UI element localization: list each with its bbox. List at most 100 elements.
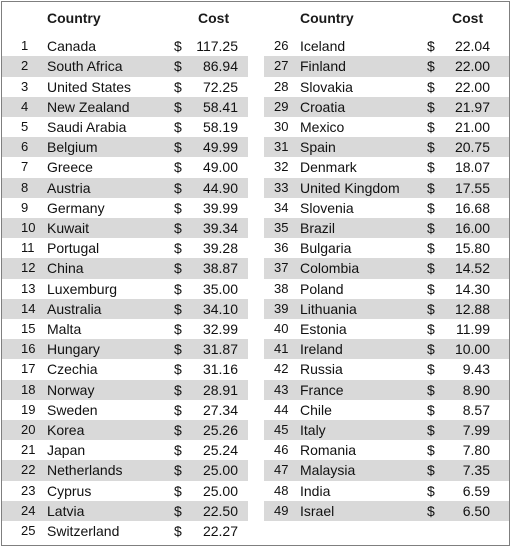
header-cost-left: Cost	[198, 10, 230, 26]
row-cost: 39.28	[202, 240, 238, 257]
row-currency: $	[427, 280, 435, 297]
row-rank: 37	[274, 260, 289, 276]
row-band-left	[2, 56, 248, 77]
row-band-left	[2, 379, 248, 400]
table-row: 15 Malta $32.99 40 Estonia $11.99	[2, 319, 509, 339]
row-country: Germany	[47, 199, 105, 216]
row-country: Netherlands	[47, 462, 123, 479]
row-cost: 22.00	[454, 58, 490, 75]
row-cost: 14.30	[454, 280, 490, 297]
row-rank: 24	[21, 502, 36, 518]
row-cost: 38.87	[202, 260, 238, 277]
table-row: 23 Cyprus $25.00 48 India $6.59	[2, 481, 509, 501]
row-country: Israel	[300, 502, 335, 519]
row-currency: $	[174, 280, 182, 297]
row-rank: 2	[21, 58, 29, 74]
row-country: France	[300, 381, 344, 398]
row-cost: 49.00	[202, 159, 238, 176]
row-rank: 45	[274, 422, 289, 437]
row-rank: 1	[21, 38, 29, 54]
row-rank: 49	[274, 502, 289, 518]
row-currency: $	[174, 523, 182, 539]
row-currency: $	[427, 381, 435, 398]
row-band-right	[264, 298, 509, 319]
row-currency: $	[174, 139, 182, 156]
row-cost: 8.90	[462, 381, 490, 398]
row-currency: $	[174, 361, 182, 378]
row-country: United States	[47, 78, 132, 95]
row-currency: $	[174, 179, 182, 196]
row-rank: 6	[21, 139, 29, 155]
row-cost: 20.75	[454, 139, 490, 156]
row-cost: 10.00	[454, 341, 490, 358]
row-rank: 47	[274, 462, 289, 478]
row-band-right	[264, 56, 509, 77]
row-rank: 5	[21, 119, 29, 134]
row-currency: $	[427, 321, 435, 337]
row-country: Ireland	[300, 341, 343, 358]
table-row: 19 Sweden $27.34 44 Chile $8.57	[2, 400, 509, 420]
row-cost: 39.34	[202, 220, 238, 236]
table-row: 7 Greece $49.00 32 Denmark $18.07	[2, 157, 509, 177]
table-row: 2 South Africa $86.94 27 Finland $22.00	[2, 56, 509, 77]
row-rank: 17	[21, 361, 36, 377]
table-row: 18 Norway $28.91 43 France $8.90	[2, 379, 509, 400]
row-cost: 9.43	[462, 361, 490, 378]
row-cost: 22.00	[454, 78, 490, 95]
row-rank: 34	[274, 199, 289, 215]
row-country: China	[47, 260, 84, 277]
row-cost: 25.24	[202, 442, 238, 459]
row-cost: 25.00	[202, 482, 238, 499]
table-row: 14 Australia $34.10 39 Lithuania $12.88	[2, 298, 509, 319]
row-currency: $	[174, 199, 182, 216]
table-row: 5 Saudi Arabia $58.19 30 Mexico $21.00	[2, 117, 509, 137]
table-row: 24 Latvia $22.50 49 Israel $6.50	[2, 500, 509, 521]
row-band-right	[264, 500, 509, 521]
row-rank: 21	[21, 442, 36, 458]
row-currency: $	[427, 179, 435, 196]
row-currency: $	[427, 199, 435, 216]
header-cost-right: Cost	[452, 10, 484, 26]
table-row: 6 Belgium $49.99 31 Spain $20.75	[2, 137, 509, 158]
row-rank: 46	[274, 442, 289, 458]
row-currency: $	[427, 58, 435, 75]
row-cost: 7.80	[462, 442, 490, 459]
row-country: Brazil	[300, 220, 336, 236]
row-band-left	[2, 460, 248, 481]
row-currency: $	[427, 220, 435, 236]
row-band-right	[264, 339, 509, 360]
row-rank: 23	[21, 482, 36, 498]
row-country: Latvia	[47, 502, 85, 519]
row-currency: $	[427, 361, 435, 378]
row-cost: 31.87	[202, 341, 238, 358]
row-band-left	[2, 177, 248, 198]
row-country: Iceland	[300, 38, 346, 55]
row-rank: 39	[274, 300, 289, 316]
row-country: Saudi Arabia	[47, 119, 127, 135]
table-row: 22 Netherlands $25.00 47 Malaysia $7.35	[2, 460, 509, 481]
row-rank: 11	[21, 240, 35, 256]
row-country: Luxemburg	[47, 280, 118, 297]
row-country: Malta	[47, 321, 82, 337]
row-rank: 12	[21, 260, 36, 276]
table-row: 3 United States $72.25 28 Slovakia $22.00	[2, 77, 509, 97]
row-cost: 32.99	[202, 321, 238, 337]
row-currency: $	[174, 260, 182, 277]
row-cost: 58.41	[202, 98, 238, 115]
row-country: Spain	[300, 139, 336, 156]
row-currency: $	[174, 401, 182, 418]
row-currency: $	[427, 422, 435, 438]
row-country: Switzerland	[47, 523, 120, 539]
row-band-left	[2, 298, 248, 319]
row-currency: $	[174, 381, 182, 398]
table-row: 10 Kuwait $39.34 35 Brazil $16.00	[2, 218, 509, 239]
row-cost: 16.68	[454, 199, 490, 216]
row-country: Romania	[300, 442, 357, 459]
row-cost: 28.91	[202, 381, 238, 398]
row-currency: $	[427, 240, 435, 257]
row-currency: $	[174, 442, 182, 459]
table-row: 4 New Zealand $58.41 29 Croatia $21.97	[2, 96, 509, 117]
row-country: Croatia	[300, 98, 346, 115]
row-country: Japan	[47, 442, 86, 459]
